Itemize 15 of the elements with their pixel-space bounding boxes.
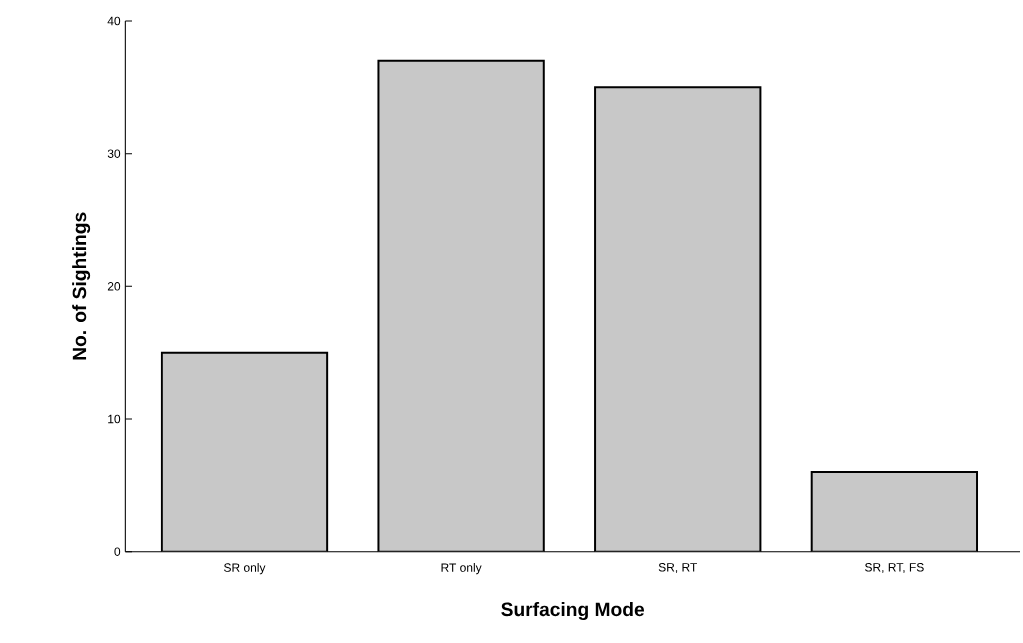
- bar: [160, 351, 329, 552]
- y-tick-label: 0: [114, 547, 121, 556]
- bar: [377, 59, 545, 552]
- x-tick-label: RT only: [441, 563, 482, 575]
- x-tick-label: SR only: [224, 563, 266, 575]
- x-tick-label: SR, RT, FS: [865, 563, 924, 573]
- y-axis-title: No. of Sightings: [72, 212, 91, 360]
- bar: [594, 86, 762, 552]
- bar: [810, 471, 979, 552]
- y-tick-label: 30: [107, 149, 121, 158]
- y-tick-label: 20: [107, 282, 121, 291]
- y-tick-label: 40: [107, 16, 121, 26]
- y-tick-label: 10: [108, 414, 121, 424]
- x-axis-title: Surfacing Mode: [501, 602, 645, 621]
- x-tick-label: SR, RT: [658, 563, 698, 573]
